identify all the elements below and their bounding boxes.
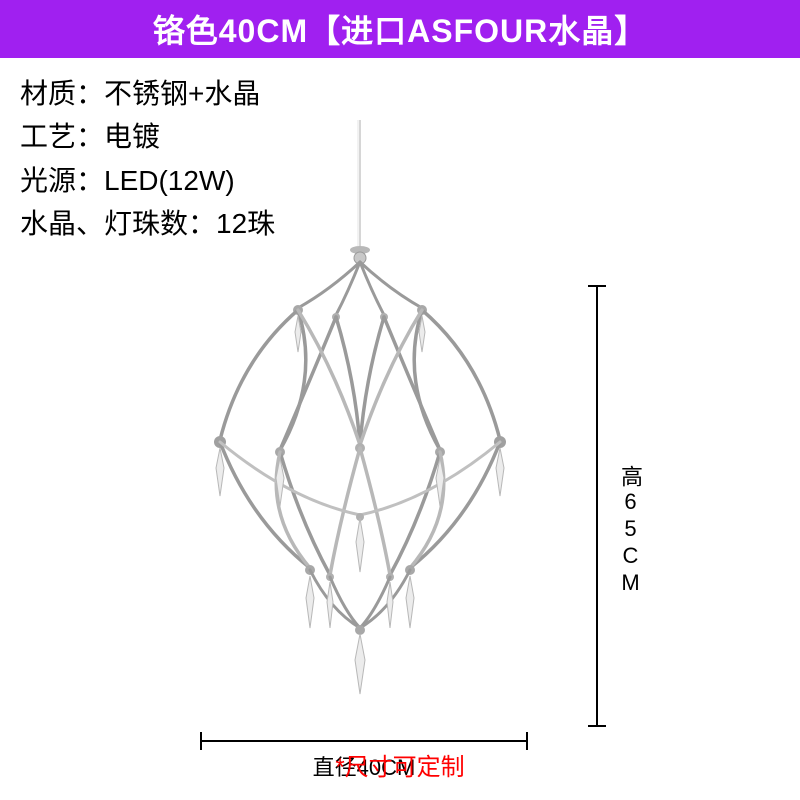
dimension-line <box>200 740 528 742</box>
chandelier-illustration <box>180 120 540 700</box>
spec-label: 材质： <box>20 72 104 115</box>
product-area: 高65CM 直径40CM <box>0 120 800 760</box>
dimension-cap <box>588 725 606 727</box>
dimension-height-label: 高65CM <box>614 465 646 597</box>
dimension-height: 高65CM <box>588 285 658 727</box>
footnote-text: *尺寸可定制 <box>335 754 464 781</box>
spec-value: 不锈钢+水晶 <box>104 72 260 115</box>
title-bar: 铬色40CM【进口ASFOUR水晶】 <box>0 0 800 58</box>
footnote: *尺寸可定制 <box>0 747 800 782</box>
spec-row: 材质： 不锈钢+水晶 <box>20 72 780 115</box>
dimension-line <box>596 285 598 727</box>
title-text: 铬色40CM【进口ASFOUR水晶】 <box>153 6 647 52</box>
